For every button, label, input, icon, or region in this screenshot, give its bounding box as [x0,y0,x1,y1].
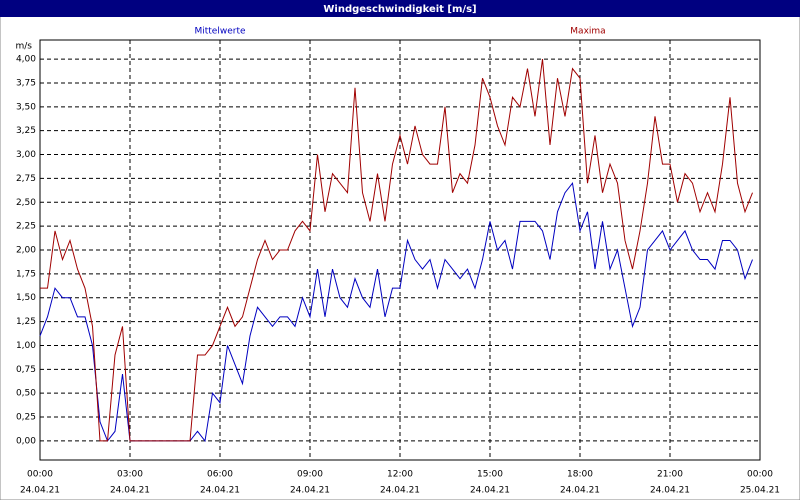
y-tick-label: 2,00 [16,246,36,256]
x-tick-label: 18:00 [567,470,593,480]
x-tick-date: 24.04.21 [470,486,510,496]
x-tick-label: 21:00 [657,470,683,480]
legend-entry: Mittelwerte [194,27,245,37]
y-tick-label: 1,00 [16,341,36,351]
x-tick-date: 24.04.21 [110,486,150,496]
y-tick-label: 1,75 [16,269,36,279]
x-tick-label: 09:00 [297,470,323,480]
y-tick-label: 2,50 [16,198,36,208]
y-tick-label: 0,25 [16,413,36,423]
y-unit: m/s [16,42,33,52]
y-tick-label: 0,75 [16,365,36,375]
title-bar [0,0,800,17]
y-tick-label: 3,00 [16,150,36,160]
y-tick-label: 1,25 [16,317,36,327]
legend-entry: Maxima [570,27,605,37]
y-tick-label: 3,75 [16,78,36,88]
chart-title: Windgeschwindigkeit [m/s] [323,4,476,15]
x-tick-date: 24.04.21 [380,486,420,496]
y-tick-label: 3,50 [16,102,36,112]
y-tick-label: 2,25 [16,222,36,232]
series-line [40,59,753,442]
y-tick-label: 2,75 [16,174,36,184]
y-tick-label: 4,00 [16,55,36,65]
y-tick-label: 0,50 [16,389,36,399]
x-tick-label: 12:00 [387,470,413,480]
y-tick-label: 1,50 [16,293,36,303]
x-tick-label: 06:00 [207,470,233,480]
y-tick-label: 0,00 [16,436,36,446]
x-tick-date: 25.04.21 [740,486,780,496]
x-tick-date: 24.04.21 [20,486,60,496]
x-tick-label: 15:00 [477,470,503,480]
y-tick-label: 3,25 [16,126,36,136]
x-tick-date: 24.04.21 [560,486,600,496]
x-tick-date: 24.04.21 [650,486,690,496]
x-tick-label: 00:00 [27,470,53,480]
x-tick-date: 24.04.21 [200,486,240,496]
x-tick-label: 03:00 [117,470,143,480]
x-tick-label: 00:00 [747,470,773,480]
x-tick-date: 24.04.21 [290,486,330,496]
